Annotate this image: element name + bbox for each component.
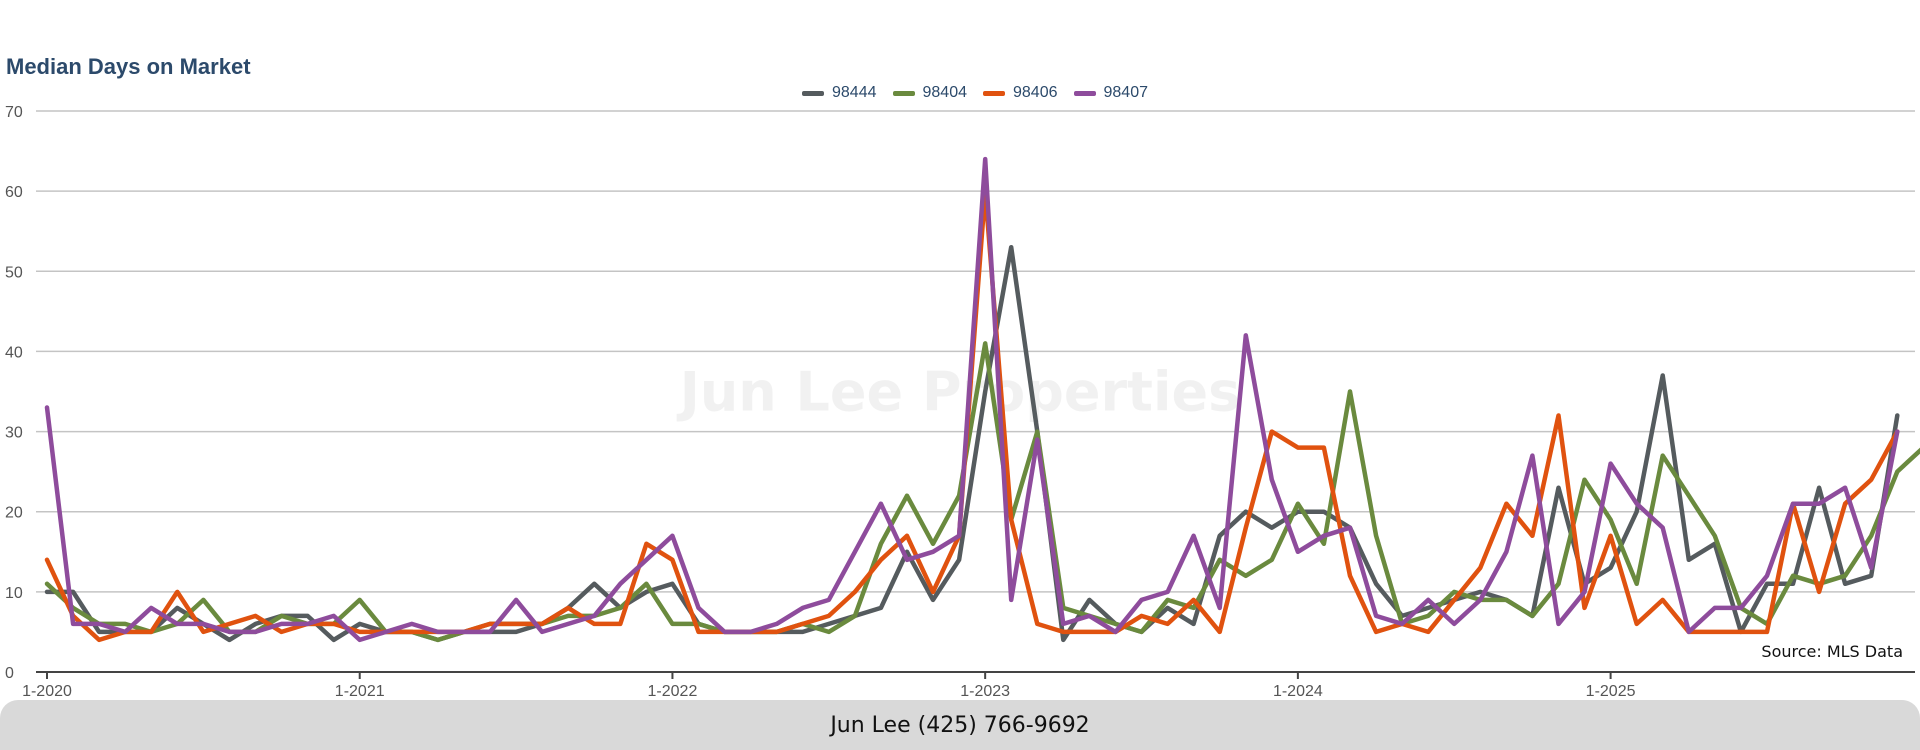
y-tick-label: 30 bbox=[5, 425, 23, 442]
y-tick-label: 70 bbox=[5, 104, 23, 121]
legend-swatch bbox=[1073, 90, 1096, 96]
legend-label: 98407 bbox=[1103, 84, 1149, 101]
watermark-text: Jun Lee Properties bbox=[679, 360, 1241, 424]
legend-item-98444[interactable]: 98444 bbox=[802, 84, 877, 102]
y-tick-label: 20 bbox=[5, 505, 23, 522]
x-tick-label: 1-2025 bbox=[1586, 683, 1636, 700]
legend-swatch bbox=[983, 90, 1005, 96]
y-tick-label: 50 bbox=[5, 264, 23, 281]
x-tick-label: 1-2020 bbox=[22, 683, 72, 700]
legend-label: 98404 bbox=[922, 84, 968, 101]
line-chart: 0 10 20 30 40 50 60 70 1-2020 1-2021 1-2022 1-2023 1… bbox=[5, 104, 1920, 700]
x-tick-label: 1-2023 bbox=[960, 683, 1010, 700]
series-line-98444 bbox=[44, 244, 1900, 643]
footer-contact-text: Jun Lee (425) 766-9692 bbox=[830, 712, 1090, 738]
legend-label: 98406 bbox=[1013, 84, 1058, 101]
source-note: Source: MLS Data bbox=[1761, 642, 1903, 661]
chart-title: Median Days on Market bbox=[6, 54, 251, 79]
y-tick-label: 40 bbox=[5, 344, 23, 361]
x-tick-label: 1-2024 bbox=[1273, 683, 1323, 700]
y-tick-label: 60 bbox=[5, 184, 23, 201]
chart-legend: 98444 98404 98406 98407 bbox=[0, 84, 1920, 102]
legend-item-98406[interactable]: 98406 bbox=[983, 84, 1058, 102]
x-tick-label: 1-2022 bbox=[648, 683, 698, 700]
series-line-98407 bbox=[44, 156, 1900, 643]
y-tick-label: 0 bbox=[5, 665, 14, 682]
x-tick-label: 1-2021 bbox=[335, 683, 385, 700]
footer-contact-bar: Jun Lee (425) 766-9692 bbox=[0, 700, 1920, 750]
legend-label: 98444 bbox=[832, 84, 877, 101]
legend-item-98404[interactable]: 98404 bbox=[892, 84, 968, 102]
legend-swatch bbox=[892, 90, 915, 96]
y-tick-label: 10 bbox=[5, 585, 23, 602]
series-line-98404 bbox=[44, 341, 1920, 643]
legend-swatch bbox=[802, 90, 824, 96]
legend-item-98407[interactable]: 98407 bbox=[1073, 84, 1149, 102]
